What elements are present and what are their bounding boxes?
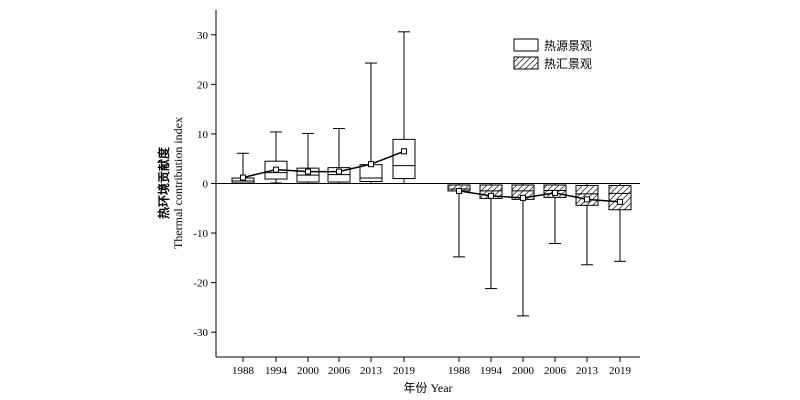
x-tick-label: 2013 (360, 365, 383, 377)
mean-marker (368, 161, 374, 168)
mean-marker (552, 189, 558, 196)
y-tick-label: 20 (197, 79, 209, 91)
legend-label-heat-source: 热源景观 (544, 39, 592, 53)
mean-marker (520, 194, 526, 201)
mean-marker (584, 196, 590, 203)
box-plot (447, 183, 471, 258)
y-ticks: 30 20 10 0 -10 -20 -30 (193, 30, 216, 339)
legend-swatch-heat-source (513, 38, 539, 52)
x-tick-label: 2000 (512, 365, 535, 377)
mean-marker (456, 187, 462, 194)
mean-marker (273, 166, 279, 173)
x-tick-label: 2006 (328, 365, 351, 377)
mean-marker (488, 192, 494, 199)
box-plot (264, 131, 288, 184)
y-axis-label-cn: 热环境贡献度 (156, 146, 171, 219)
y-tick-label: -30 (193, 327, 208, 339)
y-axis-label-en: Thermal contribution index (171, 117, 185, 249)
x-tick-label: 2019 (393, 365, 416, 377)
y-tick-label: 30 (197, 30, 209, 42)
mean-marker (240, 174, 246, 181)
box-plot (575, 183, 599, 266)
legend: 热源景观 热汇景观 (513, 38, 592, 71)
mean-lines (240, 148, 623, 205)
x-tick-label: 1994 (480, 365, 503, 377)
x-tick-label: 2013 (576, 365, 599, 377)
x-tick-label: 2006 (544, 365, 567, 377)
mean-marker (305, 168, 311, 175)
x-tick-label: 1988 (448, 365, 471, 377)
box-iqr (608, 184, 632, 211)
y-tick-label: 0 (203, 179, 209, 191)
box-series (231, 31, 632, 317)
box-iqr (392, 138, 416, 180)
box-plot (479, 183, 503, 290)
box-plot (511, 183, 535, 317)
mean-marker (401, 148, 407, 155)
x-ticks: 1988 1994 2000 2006 2013 2019 1988 1994 2000 2006… (232, 357, 632, 377)
mean-line (458, 190, 621, 203)
box-plot (296, 132, 320, 184)
box-plot (608, 183, 632, 262)
y-tick-label: -10 (193, 228, 208, 240)
mean-marker (336, 168, 342, 175)
box-plot (359, 62, 383, 184)
box-plot (327, 127, 351, 184)
y-tick-label: -20 (193, 278, 208, 290)
y-tick-label: 10 (197, 129, 209, 141)
x-tick-label: 1994 (265, 365, 288, 377)
legend-label-heat-sink: 热汇景观 (544, 57, 592, 71)
x-tick-label: 1988 (232, 365, 255, 377)
mean-marker (617, 198, 623, 205)
mean-line (242, 150, 405, 179)
x-axis-label: 年份 Year (403, 381, 452, 395)
legend-swatch-heat-sink (513, 56, 539, 70)
y-axis-title: 热环境贡献度 Thermal contribution index (156, 117, 185, 249)
x-tick-label: 2000 (297, 365, 320, 377)
box-plot (392, 31, 416, 184)
x-tick-label: 2019 (609, 365, 632, 377)
box-iqr (359, 164, 383, 183)
